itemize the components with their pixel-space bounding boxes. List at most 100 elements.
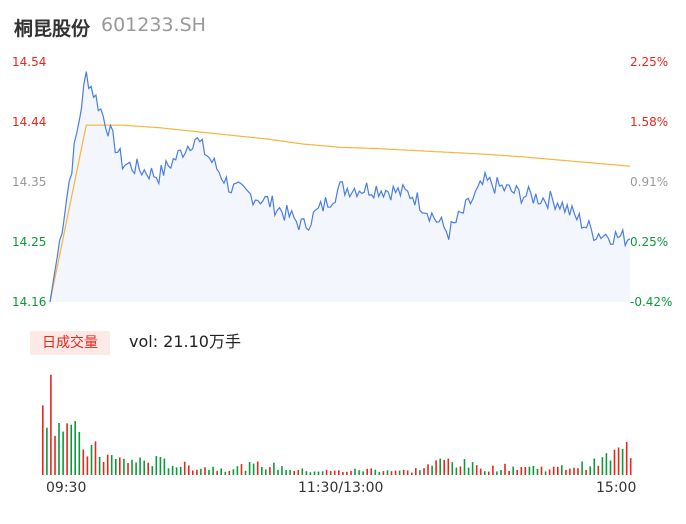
volume-bar xyxy=(390,471,393,475)
percent-tick-label: 1.58% xyxy=(630,115,669,129)
volume-bar xyxy=(171,465,174,475)
volume-summary: vol: 21.10万手 xyxy=(129,332,241,351)
volume-bar xyxy=(427,464,429,475)
volume-bar xyxy=(342,472,344,475)
volume-bar xyxy=(496,471,498,475)
volume-bar xyxy=(508,471,510,475)
volume-bar xyxy=(536,469,539,475)
volume-bar xyxy=(557,466,559,475)
volume-bar xyxy=(200,468,202,475)
volume-bar xyxy=(289,470,291,475)
volume-bar xyxy=(362,471,364,475)
volume-badge[interactable]: 日成交量 xyxy=(30,331,110,355)
volume-bar xyxy=(46,427,48,475)
volume-bar xyxy=(192,470,194,475)
volume-bar xyxy=(179,466,182,475)
volume-bar xyxy=(516,470,518,475)
volume-bar xyxy=(346,471,348,475)
volume-bar xyxy=(256,461,259,475)
volume-bar xyxy=(86,456,89,475)
volume-bar xyxy=(366,468,368,475)
volume-bar xyxy=(115,458,117,475)
volume-bar xyxy=(90,444,93,475)
volume-bar xyxy=(265,469,267,475)
volume-bar xyxy=(573,467,575,475)
volume-bar xyxy=(135,462,137,475)
volume-bar xyxy=(548,469,551,475)
volume-bar xyxy=(540,466,543,475)
volume-bar xyxy=(269,467,271,475)
volume-bar xyxy=(110,455,113,475)
volume-bar xyxy=(512,466,514,475)
volume-bar xyxy=(609,460,612,475)
price-tick-label: 14.35 xyxy=(12,175,47,189)
volume-bar xyxy=(629,458,632,475)
volume-bar xyxy=(338,470,340,475)
volume-bar xyxy=(224,471,227,475)
volume-bar xyxy=(370,468,372,475)
volume-bar xyxy=(593,458,596,475)
time-label-midday: 11:30/13:00 xyxy=(298,480,384,496)
volume-bar xyxy=(374,469,377,475)
volume-bar xyxy=(544,471,547,475)
volume-bar xyxy=(131,459,133,475)
volume-bar xyxy=(273,462,275,475)
volume-bars xyxy=(42,374,632,475)
volume-bar xyxy=(569,468,571,475)
volume-bar xyxy=(378,472,381,475)
time-label-close: 15:00 xyxy=(596,480,637,496)
volume-bar xyxy=(196,469,198,475)
volume-bar xyxy=(605,453,608,475)
price-tick-label: 14.54 xyxy=(12,55,47,69)
volume-bar xyxy=(451,462,454,475)
volume-bar xyxy=(58,423,60,475)
volume-bar xyxy=(175,467,178,475)
volume-bar xyxy=(475,465,478,475)
volume-bar xyxy=(565,469,567,475)
volume-bar xyxy=(625,441,628,475)
percent-tick-label: -0.42% xyxy=(630,295,673,309)
volume-bar xyxy=(82,449,85,475)
volume-bar xyxy=(248,462,251,475)
volume-bar xyxy=(309,472,312,475)
volume-bar xyxy=(463,459,466,475)
volume-bar xyxy=(277,469,279,475)
volume-bar xyxy=(236,466,239,475)
volume-bar xyxy=(398,470,401,475)
volume-bar xyxy=(411,472,413,475)
volume-bar xyxy=(228,471,231,475)
volume-bar xyxy=(479,468,482,475)
volume-bar xyxy=(354,468,356,475)
volume-bar xyxy=(520,467,523,475)
volume-bar xyxy=(285,470,287,475)
volume-bar xyxy=(415,468,417,475)
volume-bar xyxy=(139,457,141,475)
volume-bar xyxy=(325,469,328,475)
volume-bar xyxy=(305,471,308,475)
volume-bar xyxy=(151,466,154,475)
volume-bar xyxy=(386,470,389,475)
volume-bar xyxy=(617,447,620,475)
volume-bar xyxy=(106,454,109,475)
price-tick-label: 14.25 xyxy=(12,235,47,249)
volume-bar xyxy=(467,467,470,475)
volume-bar xyxy=(317,471,320,475)
volume-bar xyxy=(119,457,121,475)
volume-bar xyxy=(447,458,450,475)
volume-bar xyxy=(232,469,235,475)
volume-bar xyxy=(492,465,494,475)
volume-bar xyxy=(147,462,149,475)
volume-bar xyxy=(252,463,255,475)
volume-bar xyxy=(70,424,72,475)
volume-bar xyxy=(127,463,129,475)
volume-bar xyxy=(261,467,263,475)
price-area xyxy=(50,71,630,302)
percent-tick-label: 0.25% xyxy=(630,235,669,249)
volume-bar xyxy=(613,449,616,475)
volume-bar xyxy=(293,470,295,475)
volume-bar xyxy=(123,458,125,475)
volume-bar xyxy=(504,463,506,475)
volume-bar xyxy=(621,448,624,475)
volume-bar xyxy=(601,457,604,475)
